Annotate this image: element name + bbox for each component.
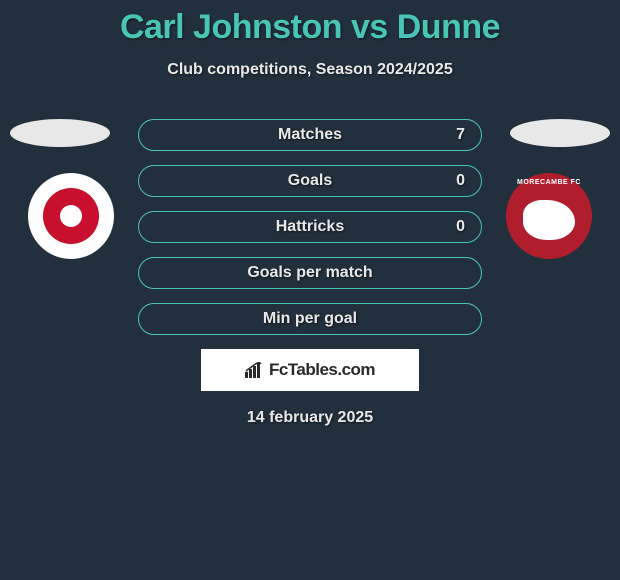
subtitle: Club competitions, Season 2024/2025 xyxy=(0,61,620,79)
club-crest-left-inner xyxy=(43,188,99,244)
stats-list: Matches 7 Goals 0 Hattricks 0 Goals per … xyxy=(138,119,482,335)
player-left-ellipse xyxy=(10,119,110,147)
brand-box: FcTables.com xyxy=(201,349,419,391)
brand-text: FcTables.com xyxy=(269,360,375,380)
stat-label: Hattricks xyxy=(276,218,344,236)
chart-icon xyxy=(245,362,265,378)
stat-right-value: 7 xyxy=(456,126,465,144)
stat-label: Goals per match xyxy=(247,264,372,282)
stat-row-goals: Goals 0 xyxy=(138,165,482,197)
club-crest-right-label: MORECAMBE FC xyxy=(506,179,592,186)
page-title: Carl Johnston vs Dunne xyxy=(0,8,620,47)
stat-label: Matches xyxy=(278,126,342,144)
stat-right-value: 0 xyxy=(456,218,465,236)
stat-right-value: 0 xyxy=(456,172,465,190)
stat-label: Goals xyxy=(288,172,332,190)
stat-row-hattricks: Hattricks 0 xyxy=(138,211,482,243)
stat-label: Min per goal xyxy=(263,310,357,328)
infographic-container: Carl Johnston vs Dunne Club competitions… xyxy=(0,0,620,427)
main-area: MORECAMBE FC Matches 7 Goals 0 Hattricks… xyxy=(0,119,620,427)
date-text: 14 february 2025 xyxy=(0,409,620,427)
club-crest-left xyxy=(28,173,114,259)
player-right-ellipse xyxy=(510,119,610,147)
club-crest-right: MORECAMBE FC xyxy=(506,173,592,259)
ball-icon xyxy=(60,205,82,227)
shrimp-icon xyxy=(523,200,575,240)
stat-row-goals-per-match: Goals per match xyxy=(138,257,482,289)
stat-row-min-per-goal: Min per goal xyxy=(138,303,482,335)
stat-row-matches: Matches 7 xyxy=(138,119,482,151)
